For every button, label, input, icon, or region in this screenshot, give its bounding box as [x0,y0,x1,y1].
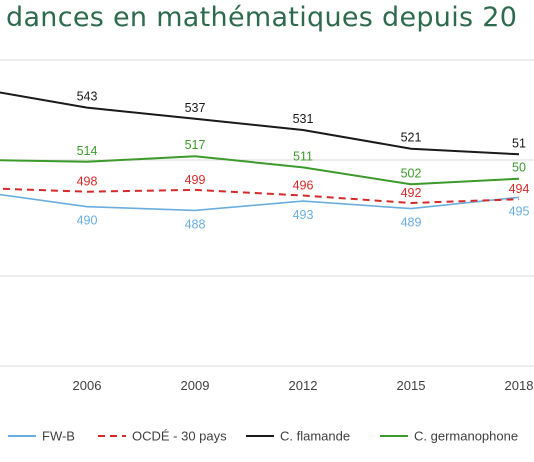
x-axis-ticks: 2006 2009 2012 2015 2018 [73,378,534,393]
data-labels: 4904884934894954984994964924943543537531… [77,90,530,232]
x-tick-label: 2018 [505,378,534,393]
data-label: 489 [401,216,422,230]
data-label: 543 [77,90,98,104]
x-tick-label: 2009 [181,378,210,393]
legend-label: C. flamande [280,429,350,444]
legend-label: OCDÉ - 30 pays [132,429,227,444]
data-label: 51 [512,136,526,150]
legend-label: C. germanophone [414,429,518,444]
data-label: 493 [293,208,314,222]
data-label: 511 [293,149,313,163]
x-tick-label: 2006 [73,378,102,393]
data-label: 496 [293,179,314,193]
legend-item: C. germanophone [380,429,518,444]
legend-item: C. flamande [246,429,350,444]
series-lines [0,91,520,212]
data-label: 494 [509,182,530,196]
chart-title: dances en mathématiques depuis 20 [6,2,518,33]
data-label: 499 [185,173,206,187]
x-tick-label: 2012 [289,378,318,393]
data-label: 521 [401,131,422,145]
series-line-fw-b [0,193,520,212]
legend-label: FW-B [42,429,75,444]
data-label: 517 [185,138,206,152]
legend-item: FW-B [8,429,75,444]
data-label: 531 [293,112,314,126]
data-label: 502 [401,166,422,180]
data-label: 495 [509,204,530,218]
legend: FW-B OCDÉ - 30 pays C. flamande C. germanop… [8,429,518,444]
data-label: 50 [512,161,526,175]
data-label: 514 [77,144,98,158]
series-line-c-germanophone [0,155,520,186]
gridlines [0,59,534,367]
x-tick-label: 2015 [397,378,426,393]
series-line-ocd-30-pays [0,187,520,205]
series-line-c-flamande [0,91,520,156]
data-label: 490 [77,214,98,228]
data-label: 492 [401,186,422,200]
data-label: 498 [77,175,98,189]
data-label: 488 [185,217,206,231]
legend-item: OCDÉ - 30 pays [98,429,227,444]
data-label: 537 [185,101,206,115]
